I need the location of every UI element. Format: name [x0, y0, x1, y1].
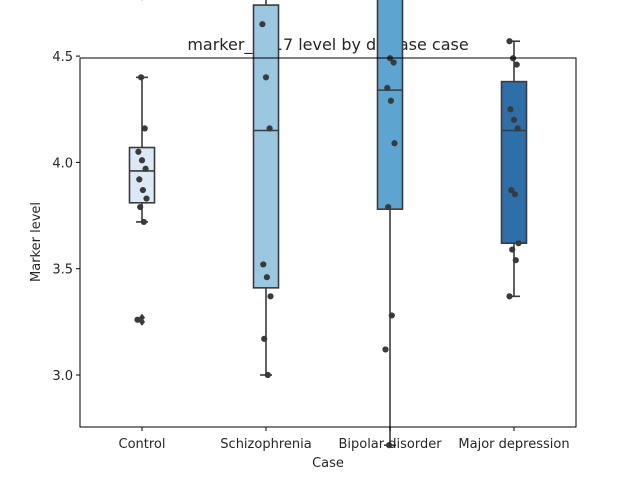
data-point — [513, 61, 520, 68]
data-point — [259, 21, 266, 28]
data-point — [387, 97, 394, 104]
data-point — [261, 335, 268, 342]
data-point — [262, 74, 270, 81]
data-point — [508, 186, 515, 194]
data-point — [139, 186, 146, 194]
data-point — [263, 274, 270, 281]
box-group — [376, 0, 404, 449]
x-tick-label: Schizophrenia — [220, 437, 311, 452]
data-point — [136, 176, 143, 183]
y-axis: 3.03.54.04.55.05.5 — [52, 50, 80, 384]
data-point — [142, 165, 149, 172]
box-iqr — [376, 0, 404, 210]
data-point — [385, 203, 392, 211]
data-point — [138, 157, 146, 164]
data-point — [511, 191, 518, 198]
x-axis: Control Schizophrenia Bipolar disorder Majo… — [119, 427, 570, 452]
data-point — [506, 293, 513, 300]
plot-area — [128, 0, 528, 449]
data-point — [143, 195, 150, 202]
data-point — [515, 240, 522, 247]
data-point — [266, 125, 273, 132]
box-iqr — [252, 4, 280, 289]
x-axis-label: Case — [312, 456, 344, 471]
data-point — [267, 293, 274, 300]
data-point — [260, 261, 267, 268]
chart-title: marker_3217 level by disease case — [187, 35, 468, 55]
data-point — [386, 442, 393, 449]
data-point — [137, 203, 144, 211]
y-tick-label: 3.5 — [52, 263, 73, 278]
data-point — [264, 371, 271, 379]
data-point — [509, 246, 516, 253]
data-point — [506, 38, 513, 45]
data-point — [390, 59, 397, 66]
box-iqr — [128, 146, 156, 204]
data-point — [140, 218, 147, 226]
data-point — [134, 316, 141, 323]
y-tick-label: 4.5 — [52, 50, 73, 65]
plot-frame — [79, 57, 577, 428]
data-point — [138, 74, 145, 81]
x-tick-label: Major depression — [458, 437, 569, 452]
y-axis-label: Marker level — [29, 202, 44, 282]
data-point — [510, 116, 518, 123]
x-tick-label: Bipolar disorder — [338, 437, 442, 452]
outlier-marker — [141, 0, 143, 1]
data-point — [382, 346, 389, 353]
x-tick-label: Control — [119, 437, 166, 452]
box-group — [128, 0, 156, 326]
data-point — [507, 106, 514, 113]
data-point — [388, 312, 395, 319]
box-iqr — [500, 80, 528, 244]
box-group — [252, 0, 280, 379]
data-point — [384, 84, 391, 92]
y-tick-label: 3.0 — [52, 369, 73, 384]
box-group — [500, 38, 528, 300]
data-point — [135, 148, 142, 155]
data-point — [514, 125, 521, 132]
y-tick-label: 4.0 — [52, 156, 73, 171]
data-point — [512, 257, 519, 264]
data-point — [141, 125, 148, 132]
data-point — [391, 140, 398, 147]
